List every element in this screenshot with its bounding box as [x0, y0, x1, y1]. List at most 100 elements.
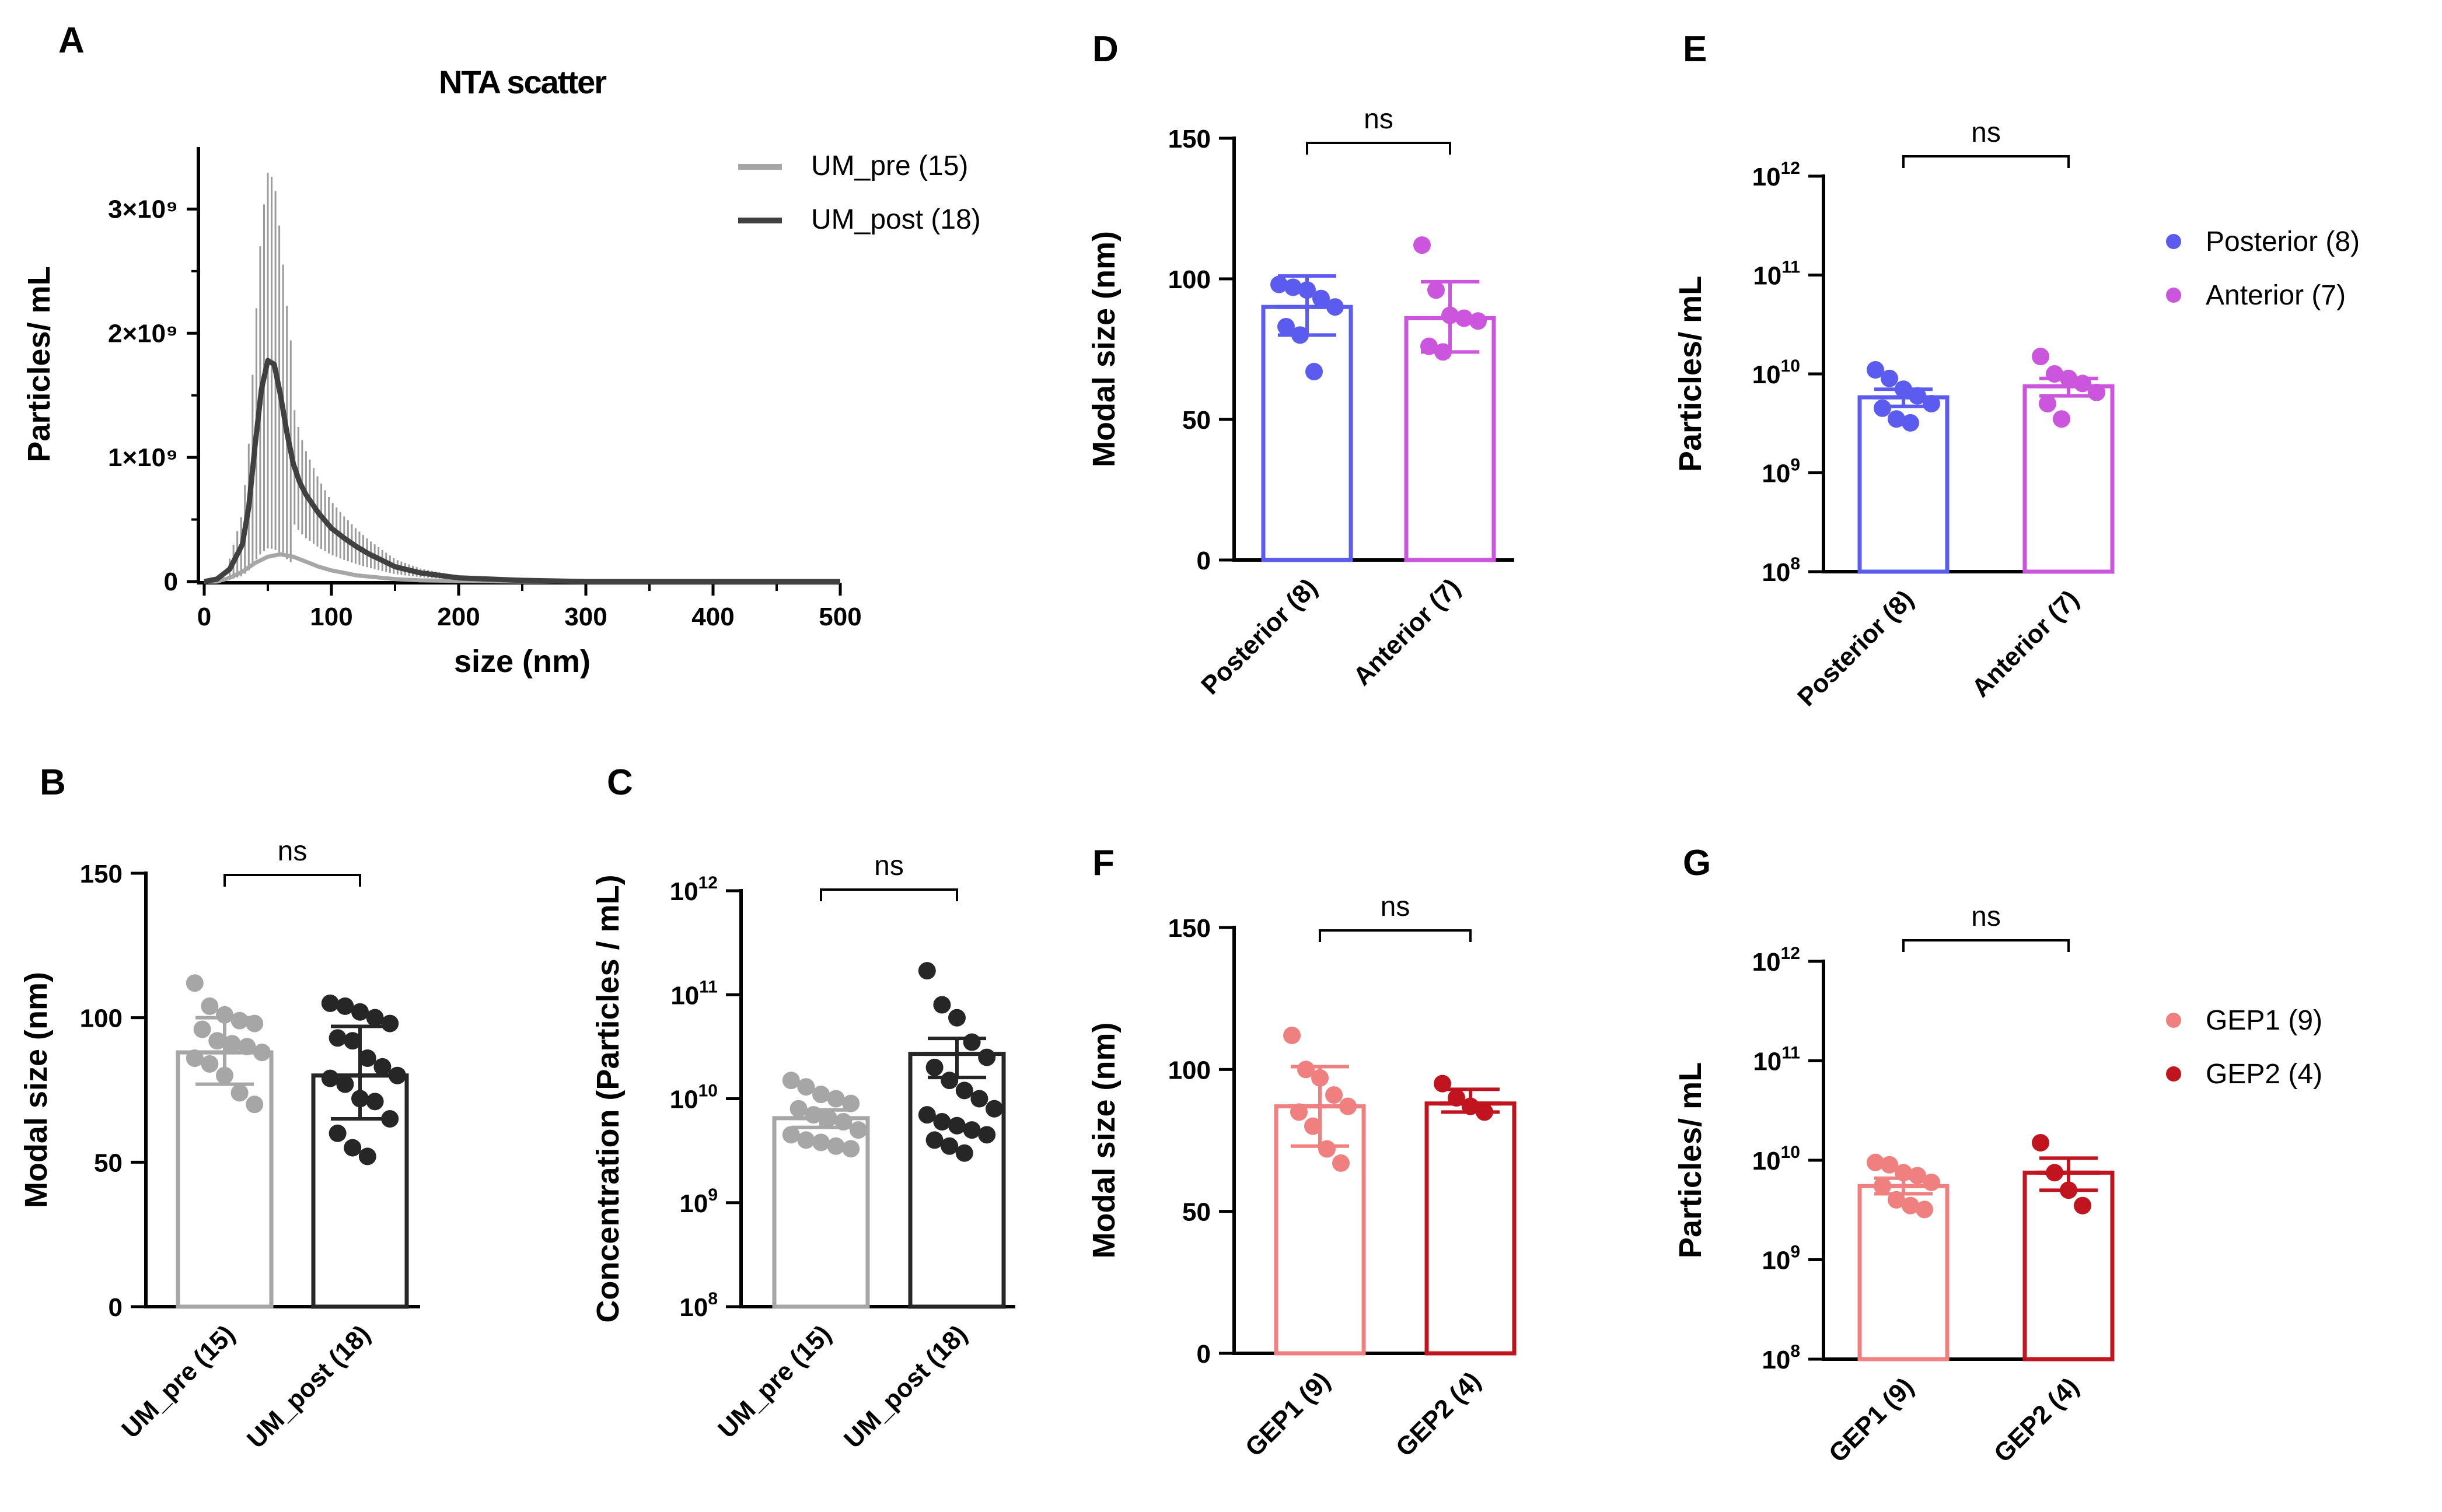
data-point [827, 1137, 845, 1155]
data-point [1284, 278, 1302, 296]
panel-letter-a: A [58, 20, 85, 61]
data-point [1304, 1117, 1322, 1135]
data-point [358, 1147, 376, 1166]
y-tick-label: 150 [1168, 914, 1211, 943]
data-point [1902, 1196, 1919, 1214]
data-point [941, 1137, 959, 1155]
y-axis-label: Modal size (nm) [1087, 1022, 1122, 1258]
x-tick-label: 300 [564, 603, 607, 631]
y-axis-label: Particles/ mL [22, 266, 57, 462]
legend-label: GEP2 (4) [2206, 1059, 2322, 1090]
y-axis-label: Modal size (nm) [19, 972, 54, 1208]
data-point [2060, 369, 2077, 387]
data-point [925, 1058, 944, 1076]
data-point [381, 1110, 399, 1128]
data-point [336, 1075, 354, 1093]
x-axis-label: size (nm) [454, 644, 591, 679]
data-point [1881, 1156, 1898, 1174]
bar-1 [2022, 1170, 2115, 1362]
panel-e-bar-chart: 108 109 1010 1011 1012 Particles/ mL Posterior… [1673, 117, 2360, 712]
data-point [1476, 1103, 1493, 1121]
significance-bracket [1306, 142, 1451, 155]
bar-0 [1857, 1184, 1950, 1362]
data-point [797, 1131, 815, 1149]
data-point [1888, 410, 1905, 428]
data-point [238, 1038, 256, 1056]
data-point [782, 1126, 800, 1144]
data-point [789, 1100, 808, 1118]
legend-label: UM_pre (15) [811, 150, 968, 181]
category-label: GEP2 (4) [1391, 1366, 1486, 1462]
panel-letter-d: D [1092, 29, 1119, 69]
significance-label: ns [1971, 901, 2001, 932]
data-point [344, 1139, 362, 1157]
legend-label: GEP1 (9) [2206, 1005, 2322, 1036]
data-point [1902, 414, 1919, 432]
panel-b-bar-chart: 0 50 100 150 Modal size (nm) UM_pre (15) UM_po… [19, 836, 420, 1454]
data-point [201, 997, 219, 1015]
data-point [963, 1121, 981, 1139]
data-point [1909, 1167, 1926, 1185]
data-point [1448, 1089, 1465, 1107]
data-point [955, 1144, 973, 1162]
data-point [1909, 387, 1926, 405]
data-point [948, 1116, 966, 1135]
data-point [842, 1140, 860, 1158]
panel-letter-g: G [1683, 843, 1711, 883]
data-point [336, 997, 354, 1015]
y-tick-label: 1010 [1752, 356, 1800, 389]
y-tick-label: 0 [109, 1293, 123, 1322]
y-tick-label: 0 [1197, 1340, 1211, 1368]
data-point [321, 994, 339, 1012]
data-point [1270, 275, 1288, 293]
data-point [1923, 395, 1940, 413]
y-tick-label: 1010 [1752, 1143, 1800, 1175]
panel-d-bar-chart: 0 50 100 150 Modal size (nm) Posterior (8) Ant… [1087, 104, 1514, 700]
data-point [186, 974, 204, 992]
category-label: UM_pre (15) [116, 1320, 240, 1444]
data-point [941, 1072, 959, 1090]
data-point [2032, 1133, 2049, 1152]
y-tick-label: 150 [80, 860, 123, 888]
legend-label: Anterior (7) [2206, 280, 2346, 311]
data-point [1462, 1097, 1479, 1115]
data-point [918, 962, 936, 980]
category-label: GEP2 (4) [1989, 1372, 2084, 1468]
legend-marker [2166, 288, 2181, 303]
data-point [970, 1090, 988, 1108]
data-point [805, 1106, 823, 1124]
panel-a-line-chart: NTA scatter 0 1×10⁹ 2×10⁹ 3×10⁹ 0 100 200 300 400… [22, 64, 981, 679]
data-point [948, 1009, 966, 1027]
data-point [1332, 1154, 1350, 1172]
data-point [1311, 1069, 1329, 1087]
bar-0 [1261, 304, 1353, 562]
category-label: GEP1 (9) [1823, 1372, 1919, 1468]
data-point [253, 1044, 271, 1062]
chart-a-title: NTA scatter [439, 64, 606, 100]
data-point [1297, 1060, 1315, 1079]
y-tick-label: 3×10⁹ [108, 195, 178, 223]
category-label: Anterior (7) [1348, 573, 1466, 691]
significance-bracket [820, 888, 958, 901]
data-point [2074, 1196, 2091, 1214]
panel-f-bar-chart: 0 50 100 150 Modal size (nm) GEP1 (9) GEP2 (4)… [1087, 891, 1517, 1462]
panel-letter-e: E [1683, 29, 1707, 69]
panel-letter-b: B [40, 762, 66, 803]
significance-bracket [1319, 929, 1472, 942]
data-point [230, 1084, 249, 1102]
y-tick-label: 50 [1182, 406, 1211, 435]
data-point [918, 1106, 936, 1124]
data-point [246, 1014, 264, 1032]
y-tick-label: 1010 [670, 1082, 718, 1114]
data-point [193, 1020, 211, 1038]
legend-marker [2166, 1013, 2181, 1028]
data-point [1413, 236, 1431, 254]
panel-letter-c: C [607, 762, 633, 803]
y-axis-label: Particles/ mL [1673, 1062, 1708, 1258]
y-axis-label: Modal size (nm) [1087, 231, 1122, 467]
data-point [216, 1006, 233, 1024]
data-point [1325, 1086, 1343, 1104]
y-tick-label: 100 [80, 1005, 123, 1033]
data-point [1867, 1153, 1884, 1171]
